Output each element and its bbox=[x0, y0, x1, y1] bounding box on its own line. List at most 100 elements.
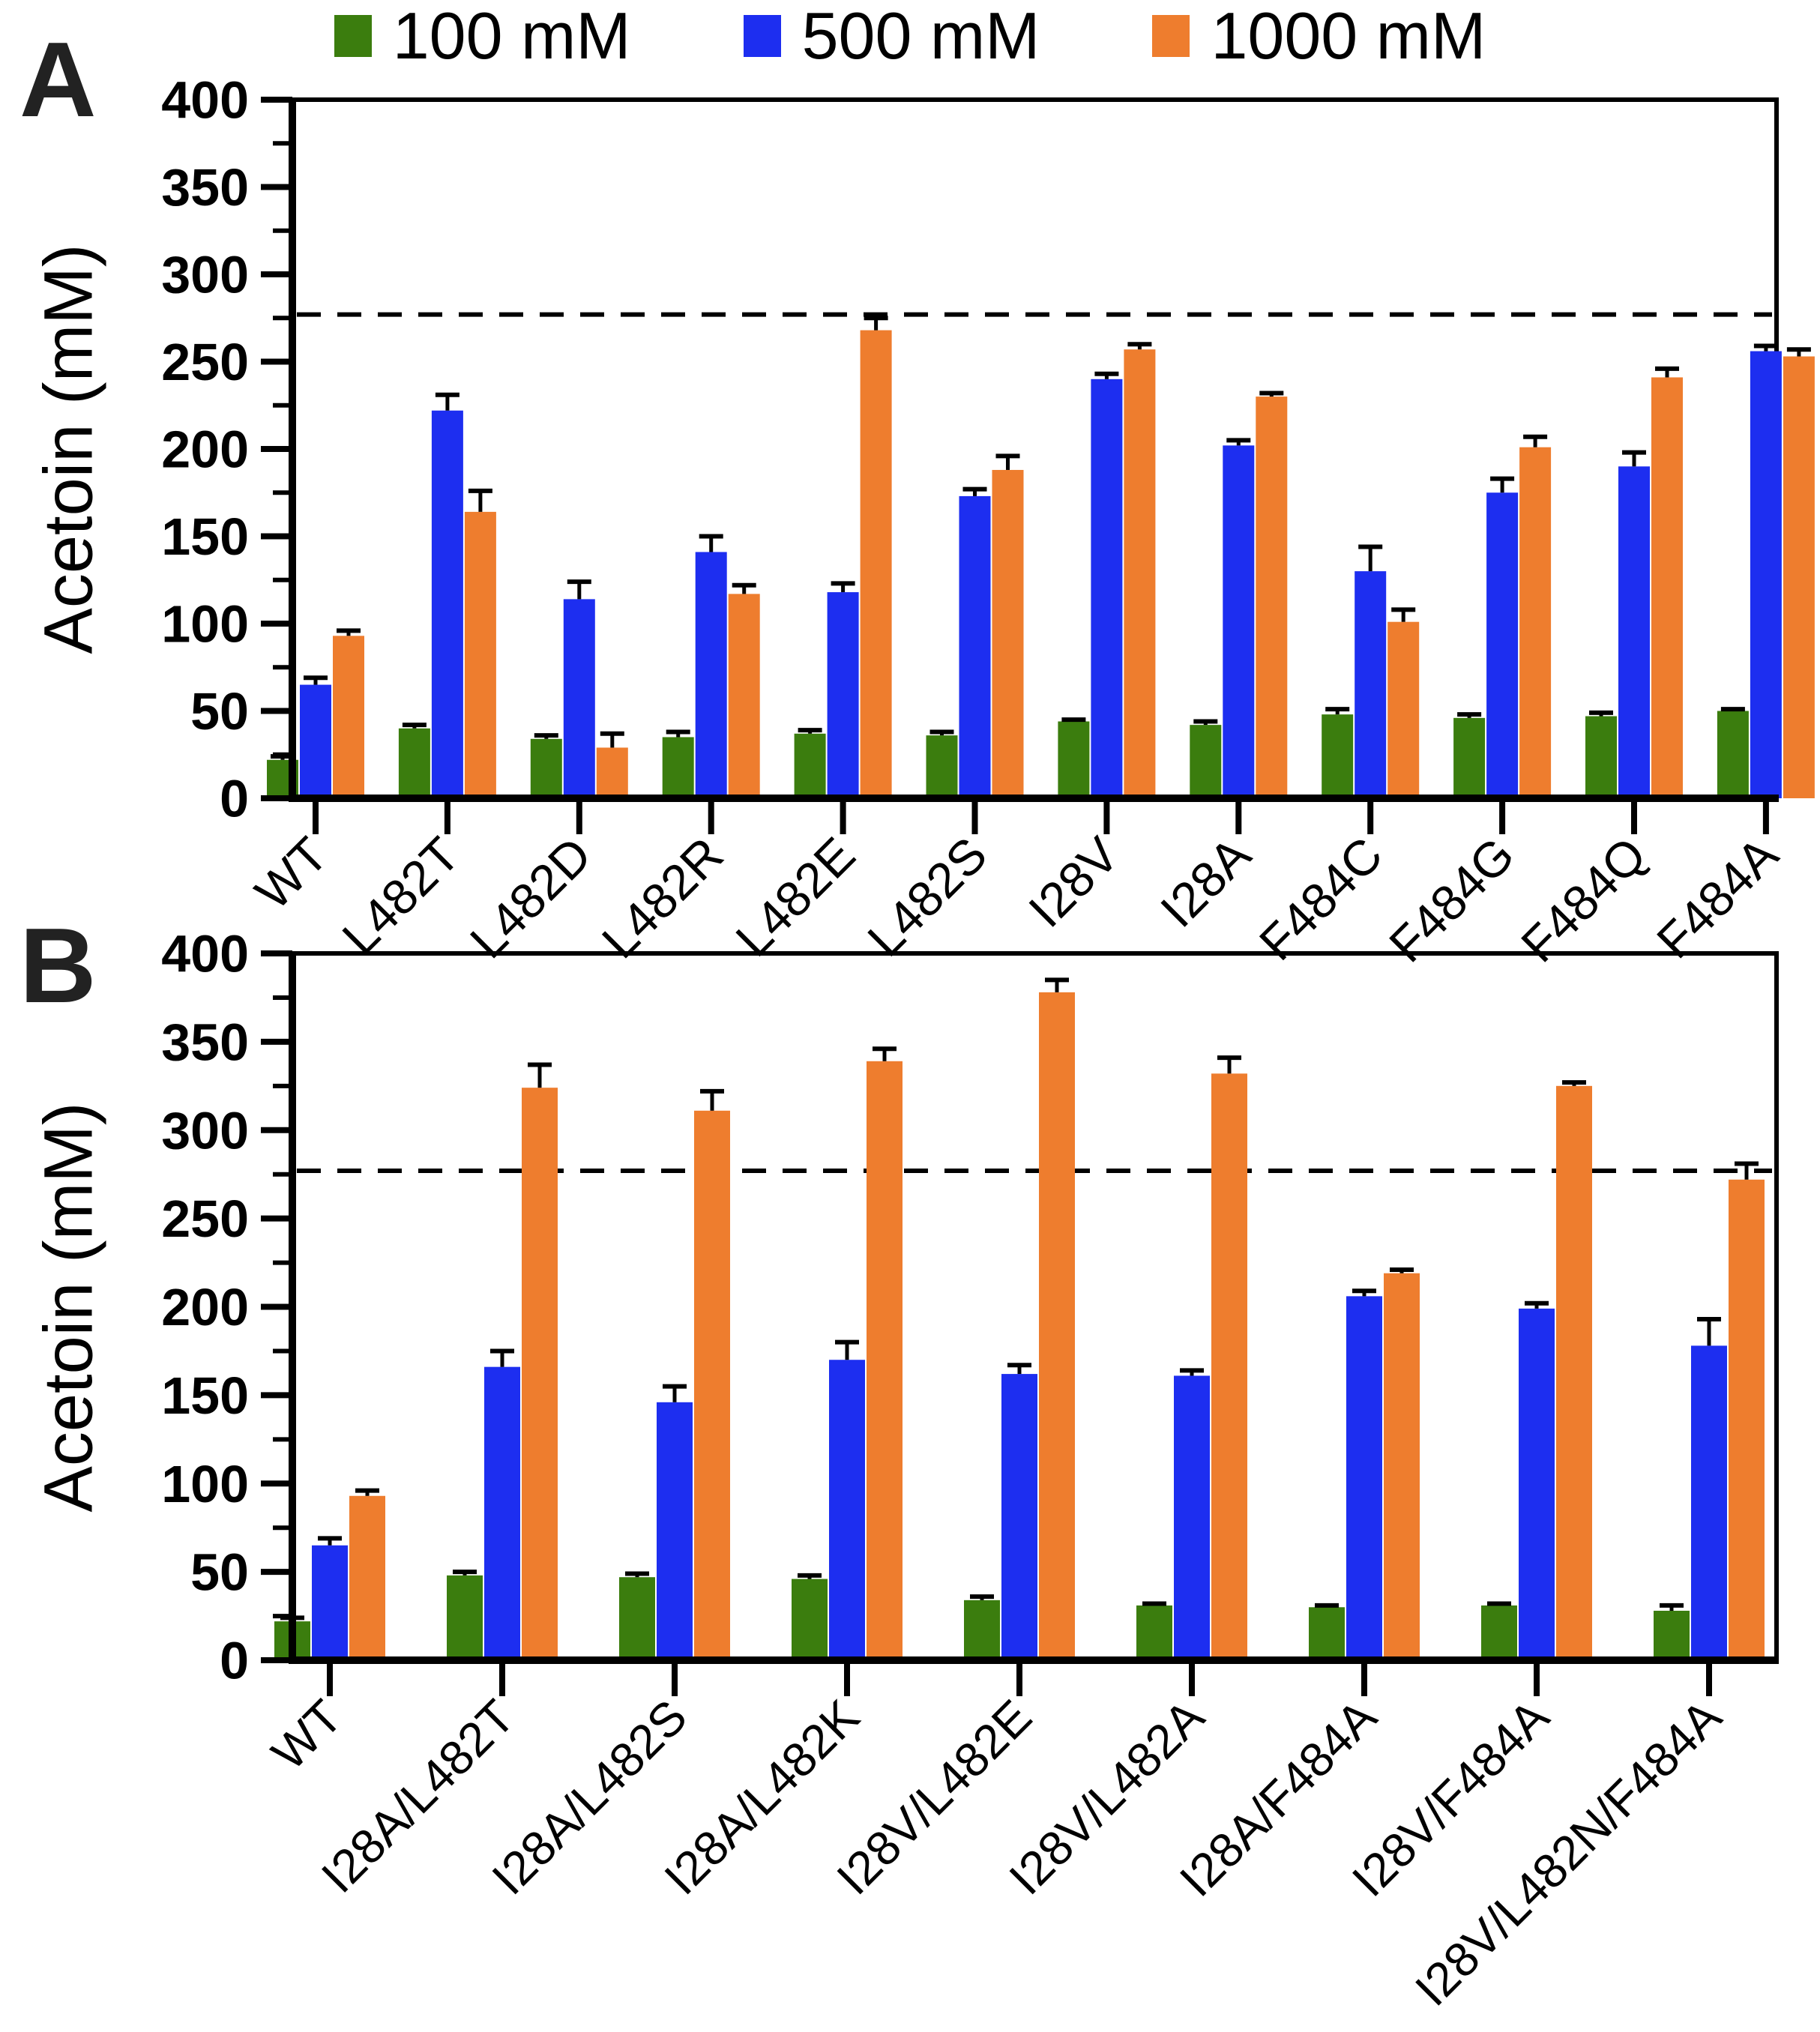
x-category-label: WT bbox=[244, 827, 338, 920]
bar bbox=[1618, 466, 1650, 798]
bar bbox=[728, 594, 760, 798]
bar bbox=[464, 511, 496, 798]
y-tick-label: 250 bbox=[161, 1190, 249, 1248]
bar bbox=[1124, 349, 1156, 798]
bar bbox=[447, 1575, 483, 1660]
bar bbox=[1346, 1296, 1382, 1660]
legend-label-1000mM: 1000 mM bbox=[1211, 0, 1486, 73]
bar bbox=[1519, 447, 1552, 798]
y-tick-label: 0 bbox=[220, 770, 249, 828]
bar bbox=[563, 599, 595, 798]
bar bbox=[1717, 711, 1749, 798]
bar bbox=[1174, 1375, 1210, 1660]
bar bbox=[695, 552, 727, 798]
bar bbox=[522, 1088, 558, 1660]
x-category-label: F484C bbox=[1249, 827, 1393, 971]
legend-item-500mM: 500 mM bbox=[743, 0, 1040, 73]
plot-frame bbox=[290, 97, 1779, 801]
y-tick-label: 0 bbox=[220, 1632, 249, 1690]
bar bbox=[431, 410, 463, 798]
y-tick-label: 250 bbox=[161, 333, 249, 391]
bar bbox=[300, 684, 331, 798]
bar bbox=[1190, 725, 1222, 798]
legend-item-1000mM: 1000 mM bbox=[1152, 3, 1486, 69]
bar bbox=[333, 636, 364, 798]
y-tick-label: 50 bbox=[190, 1543, 249, 1602]
bar bbox=[1654, 1610, 1690, 1660]
bar bbox=[1453, 717, 1486, 798]
bar bbox=[792, 1579, 828, 1660]
bar bbox=[794, 733, 826, 798]
panel-b-letter: B bbox=[19, 906, 97, 1025]
legend-swatch-1000mM-icon bbox=[1152, 15, 1190, 57]
bar bbox=[530, 738, 562, 798]
bar bbox=[1091, 379, 1123, 798]
legend-swatch-100mM-icon bbox=[334, 15, 372, 57]
bar bbox=[657, 1402, 693, 1660]
bar bbox=[398, 728, 430, 798]
bar bbox=[992, 469, 1024, 798]
bar bbox=[1387, 621, 1420, 798]
bar bbox=[1039, 992, 1075, 1660]
bar bbox=[867, 1061, 903, 1660]
bar bbox=[1519, 1308, 1555, 1660]
y-tick-label: 400 bbox=[161, 925, 249, 983]
x-category-label: WT bbox=[262, 1689, 352, 1780]
bar bbox=[1729, 1179, 1765, 1660]
y-tick-label: 100 bbox=[161, 1455, 249, 1513]
bar bbox=[1486, 492, 1519, 798]
bar bbox=[1384, 1273, 1420, 1660]
bar bbox=[1585, 716, 1617, 798]
bar bbox=[860, 330, 892, 798]
panel-a-y-axis-label: Acetoin (mM) bbox=[30, 244, 107, 654]
bar bbox=[1223, 445, 1255, 798]
x-category-label: F484Q bbox=[1510, 827, 1657, 973]
x-category-label: L482D bbox=[459, 827, 602, 969]
bar bbox=[1136, 1605, 1172, 1660]
panel-a-letter: A bbox=[19, 20, 97, 139]
bar bbox=[964, 1600, 1000, 1660]
y-tick-label: 300 bbox=[161, 246, 249, 304]
x-category-label: I28V/L482N/F484A bbox=[1405, 1689, 1732, 2016]
bar bbox=[619, 1577, 655, 1660]
bar bbox=[829, 1360, 865, 1660]
x-category-label: F484A bbox=[1646, 827, 1789, 969]
y-tick-label: 200 bbox=[161, 1278, 249, 1336]
x-category-label: F484G bbox=[1378, 827, 1525, 973]
legend-item-100mM: 100 mM bbox=[334, 3, 631, 69]
bar bbox=[1309, 1607, 1345, 1660]
legend-swatch-500mM-icon bbox=[743, 15, 781, 57]
x-category-label: I28V bbox=[1018, 827, 1129, 938]
bar bbox=[1001, 1374, 1037, 1660]
bar bbox=[1211, 1073, 1247, 1660]
y-tick-label: 300 bbox=[161, 1101, 249, 1160]
legend: 100 mM 500 mM 1000 mM bbox=[0, 3, 1820, 69]
legend-label-100mM: 100 mM bbox=[392, 0, 631, 73]
bar bbox=[662, 737, 694, 798]
x-category-label: L482E bbox=[725, 827, 865, 967]
bar bbox=[1691, 1345, 1727, 1660]
y-tick-label: 50 bbox=[190, 682, 249, 741]
y-tick-label: 150 bbox=[161, 507, 249, 566]
bar bbox=[1256, 397, 1288, 798]
y-tick-label: 350 bbox=[161, 1013, 249, 1071]
y-tick-label: 100 bbox=[161, 595, 249, 654]
bar bbox=[1355, 571, 1387, 798]
bar bbox=[827, 592, 859, 798]
bar bbox=[926, 735, 958, 798]
bar bbox=[484, 1366, 520, 1660]
bar bbox=[1783, 356, 1815, 798]
y-tick-label: 350 bbox=[161, 158, 249, 217]
legend-label-500mM: 500 mM bbox=[801, 0, 1040, 73]
bar bbox=[312, 1545, 348, 1660]
x-category-label: L482S bbox=[857, 827, 997, 967]
y-tick-label: 200 bbox=[161, 420, 249, 479]
bar bbox=[596, 747, 628, 798]
x-category-label: L482T bbox=[331, 827, 470, 965]
x-category-label: L482R bbox=[591, 827, 734, 969]
bar bbox=[694, 1110, 730, 1660]
bar bbox=[1058, 721, 1090, 798]
bar bbox=[1651, 377, 1683, 799]
